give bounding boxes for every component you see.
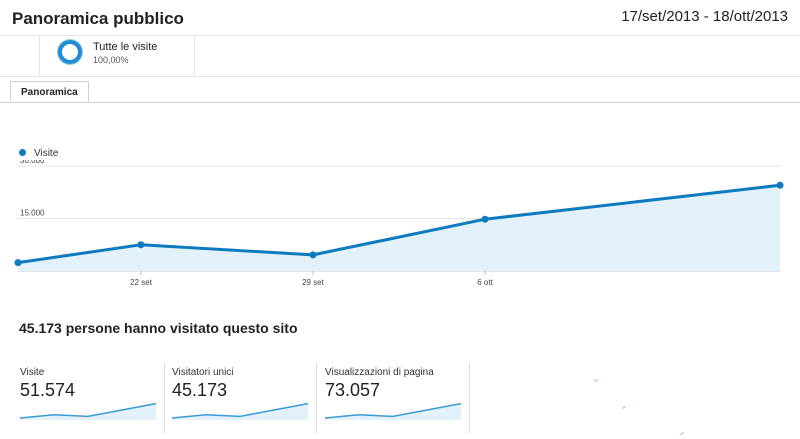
metric-visits[interactable]: Visite 51.574: [20, 363, 160, 433]
sparkline-line: [20, 402, 156, 419]
page-title: Panoramica pubblico: [12, 9, 184, 28]
data-point: [309, 251, 317, 259]
tab-strip-line: [0, 102, 800, 103]
sparkline-line: [325, 402, 461, 419]
summary-headline: 45.173 persone hanno visitato questo sit…: [19, 320, 298, 336]
segment-bar-spacer: [0, 36, 40, 75]
tab-panoramica[interactable]: Panoramica: [10, 81, 89, 102]
date-range-picker[interactable]: 17/set/2013 - 18/ott/2013: [621, 8, 788, 25]
y-tick-label: 15.000: [20, 209, 45, 218]
metric-pageviews[interactable]: Visualizzazioni di pagina 73.057: [325, 363, 470, 433]
artifact-speck: [594, 379, 598, 382]
segment-percent: 100,00%: [93, 55, 129, 65]
data-point: [776, 181, 784, 189]
segment-selector[interactable]: [0, 36, 195, 75]
metric-value: 51.574: [20, 380, 76, 400]
sparkline-area: [172, 403, 308, 420]
metric-value: 73.057: [325, 380, 381, 400]
metric-label: Visualizzazioni di pagina: [325, 367, 434, 378]
metric-divider: [469, 363, 470, 433]
sparkline: [20, 402, 156, 420]
metric-divider: [164, 363, 165, 433]
data-point: [14, 259, 22, 267]
y-tick-label: 30.000: [20, 160, 45, 165]
metric-unique-visitors[interactable]: Visitatori unici 45.173: [172, 363, 312, 433]
visits-line-chart[interactable]: 30.000 15.000 22 set 29 set 6 ott: [0, 160, 800, 295]
metric-divider: [316, 363, 317, 433]
sparkline-area: [20, 403, 156, 420]
artifact-speck: [680, 432, 684, 435]
x-tick-label: 29 set: [302, 278, 325, 287]
sparkline: [172, 402, 308, 420]
x-tick-label: 6 ott: [477, 278, 493, 287]
segment-name: Tutte le visite: [93, 41, 158, 53]
segment-ring-icon: [58, 40, 82, 64]
data-point: [137, 241, 145, 249]
metric-label: Visite: [20, 367, 45, 378]
chart-legend[interactable]: Visite: [19, 148, 58, 159]
x-tick-label: 22 set: [130, 278, 153, 287]
data-point: [481, 215, 489, 223]
segment-bar: [0, 35, 800, 77]
sparkline-area: [325, 403, 461, 420]
metric-value: 45.173: [172, 380, 228, 400]
legend-label: Visite: [34, 148, 59, 159]
legend-dot-icon: [19, 149, 26, 156]
sparkline: [325, 402, 461, 420]
sparkline-line: [172, 402, 308, 419]
metric-label: Visitatori unici: [172, 367, 234, 378]
artifact-speck: [622, 406, 626, 409]
